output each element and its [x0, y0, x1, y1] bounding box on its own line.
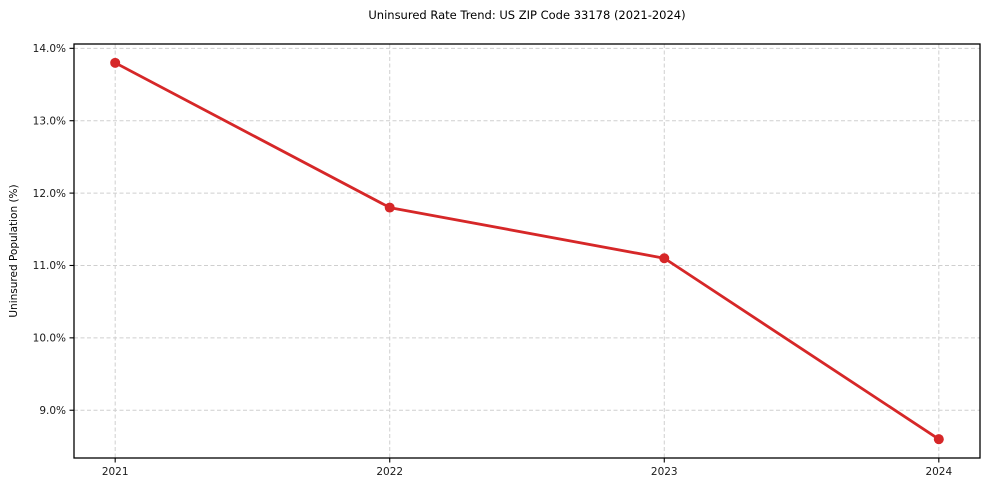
x-tick-label: 2024	[925, 466, 952, 478]
y-axis-label: Uninsured Population (%)	[8, 184, 20, 318]
y-tick-label: 11.0%	[33, 260, 66, 272]
plot-border	[73, 43, 981, 459]
y-tick-label: 9.0%	[39, 405, 66, 417]
data-point	[659, 253, 670, 264]
x-tick-label: 2021	[102, 466, 129, 478]
y-tick-label: 12.0%	[33, 188, 66, 200]
y-tick-label: 10.0%	[33, 333, 66, 345]
trend-line	[113, 61, 941, 441]
data-point	[933, 434, 944, 445]
y-tick-label: 14.0%	[33, 43, 66, 55]
y-tick-label: 13.0%	[33, 115, 66, 127]
x-tick-label: 2023	[651, 466, 678, 478]
data-point	[110, 57, 121, 68]
x-tick-label: 2022	[376, 466, 403, 478]
chart-title: Uninsured Rate Trend: US ZIP Code 33178 …	[368, 8, 686, 22]
data-point	[384, 202, 395, 213]
